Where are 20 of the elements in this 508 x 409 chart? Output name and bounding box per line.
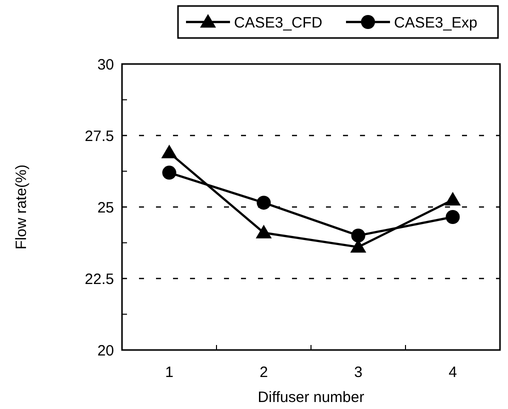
y-tick-label: 30 xyxy=(97,56,114,74)
point xyxy=(444,192,461,206)
legend-label: CASE3_CFD xyxy=(234,14,323,32)
point xyxy=(161,144,178,158)
point xyxy=(256,224,272,238)
y-tick-label: 20 xyxy=(97,342,114,360)
legend-label: CASE3_Exp xyxy=(394,14,478,32)
x-tick-label: 2 xyxy=(260,364,268,381)
y-tick-label: 27.5 xyxy=(84,128,114,145)
y-tick-label: 22.5 xyxy=(84,270,114,288)
x-tick-label: 1 xyxy=(165,364,174,381)
point xyxy=(256,196,271,210)
x-axis-title: Diffuser number xyxy=(258,389,364,406)
point xyxy=(351,228,366,243)
y-axis-title: Flow rate(%) xyxy=(13,164,30,250)
point xyxy=(446,210,460,224)
y-tick-label: 25 xyxy=(97,199,114,216)
point xyxy=(162,166,176,180)
x-tick-label: 4 xyxy=(448,364,457,381)
x-tick-label: 3 xyxy=(354,364,362,381)
